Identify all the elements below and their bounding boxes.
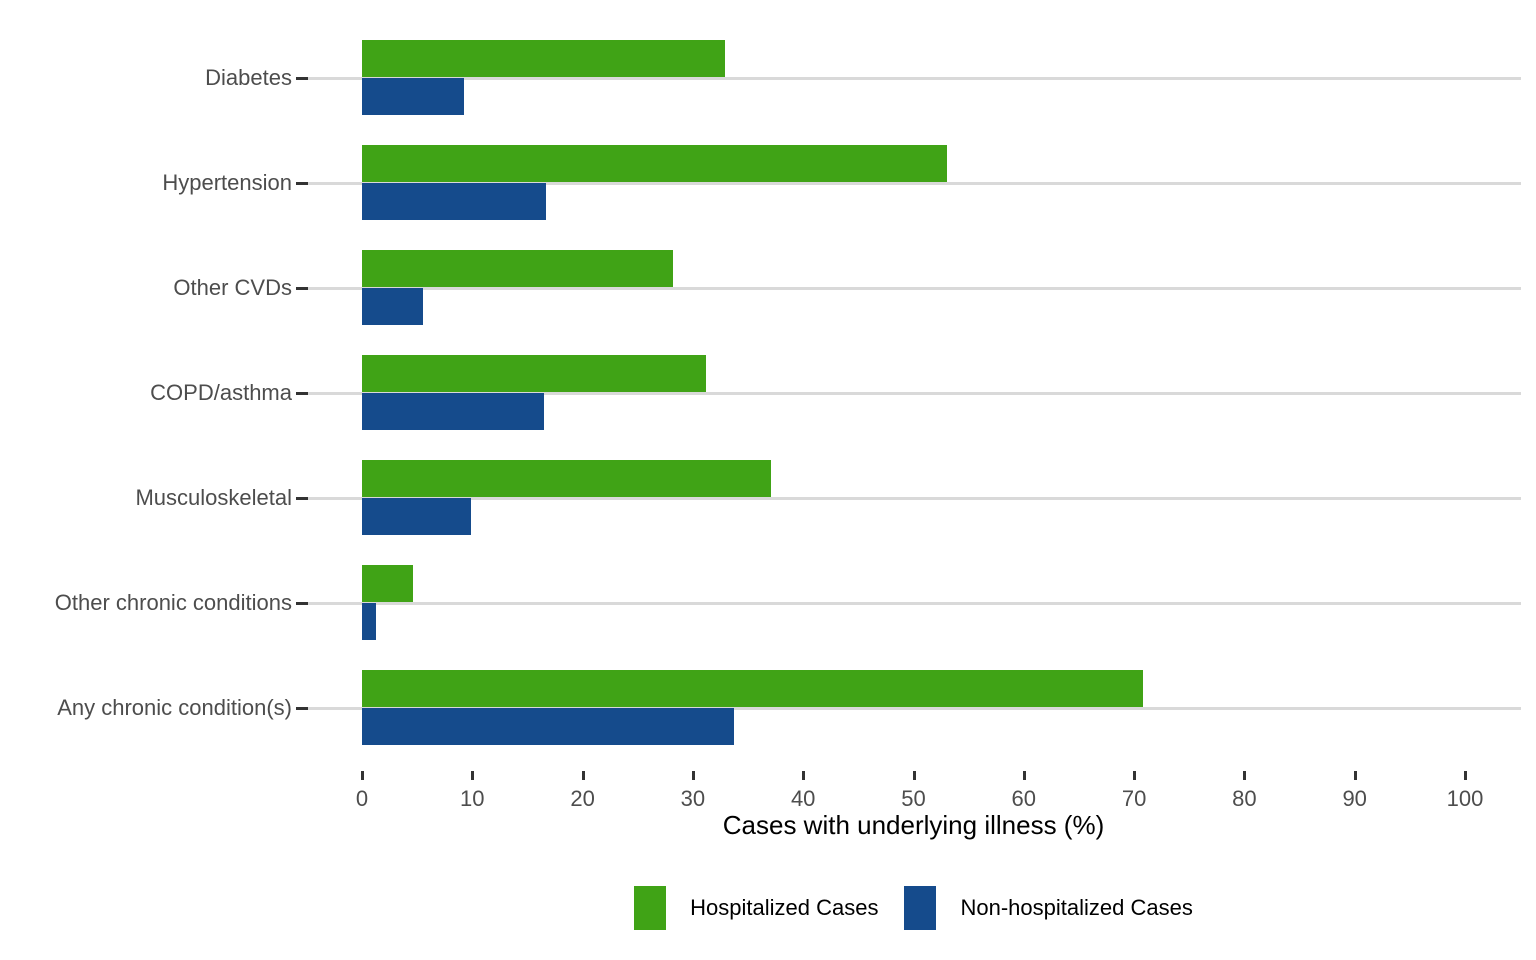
gridline — [307, 392, 1521, 395]
x-axis-title: Cases with underlying illness (%) — [722, 810, 1105, 840]
legend-item-non-hospitalized: Non-hospitalized Cases — [904, 886, 1193, 930]
x-axis-tick-label: 80 — [1232, 786, 1257, 811]
category-label: Other chronic conditions — [54, 590, 292, 615]
x-axis-tick-label: 50 — [901, 786, 926, 811]
x-axis-tick — [581, 771, 585, 780]
bar-non-hospitalized — [362, 603, 377, 640]
bar-non-hospitalized — [362, 708, 734, 745]
category-label: Musculoskeletal — [135, 485, 292, 510]
bar-hospitalized — [362, 670, 1143, 707]
x-axis-tick-label: 0 — [355, 786, 369, 811]
category-label: Any chronic condition(s) — [57, 695, 292, 720]
legend-item-hospitalized: Hospitalized Cases — [634, 886, 878, 930]
y-axis-tick — [296, 392, 308, 395]
x-axis-tick-label: 60 — [1011, 786, 1037, 811]
legend-label-hospitalized: Hospitalized Cases — [690, 895, 879, 920]
legend: Hospitalized Cases Non-hospitalized Case… — [307, 886, 1520, 930]
bar-hospitalized — [362, 145, 947, 182]
x-axis-tick-label: 10 — [460, 786, 485, 811]
y-axis-tick — [296, 707, 308, 710]
bar-non-hospitalized — [362, 498, 472, 535]
category-label: Other CVDs — [173, 275, 292, 300]
bar-non-hospitalized — [362, 393, 544, 430]
gridline — [307, 497, 1521, 500]
bar-hospitalized — [362, 40, 725, 77]
x-axis-tick — [1464, 771, 1467, 780]
y-axis-tick — [296, 182, 308, 185]
bar-non-hospitalized — [362, 288, 423, 325]
x-axis-tick-label: 90 — [1342, 786, 1367, 811]
x-axis-tick-label: 100 — [1446, 786, 1484, 811]
x-axis-tick — [1243, 771, 1247, 780]
x-axis-tick-label: 20 — [570, 786, 595, 811]
y-axis-tick — [296, 497, 308, 500]
gridline — [307, 602, 1521, 605]
y-axis-tick — [296, 287, 308, 290]
bar-hospitalized — [362, 460, 772, 497]
x-axis-tick — [1353, 771, 1357, 780]
bar-non-hospitalized — [362, 78, 464, 115]
category-label: Diabetes — [205, 65, 292, 90]
gridline — [307, 182, 1521, 185]
x-axis-tick-label: 70 — [1121, 786, 1147, 811]
x-axis-tick — [912, 771, 916, 780]
x-axis-tick — [1022, 771, 1026, 780]
legend-swatch-hospitalized — [634, 886, 667, 930]
legend-label-non-hospitalized: Non-hospitalized Cases — [960, 895, 1193, 920]
x-axis-tick — [1133, 771, 1137, 780]
x-axis-tick-label: 40 — [790, 786, 816, 811]
bar-hospitalized — [362, 355, 707, 392]
bar-hospitalized — [362, 565, 413, 602]
gridline — [307, 287, 1521, 290]
x-axis-tick — [691, 771, 695, 780]
gridline — [307, 707, 1521, 710]
y-axis-tick — [296, 77, 308, 80]
bar-hospitalized — [362, 250, 673, 287]
gridline — [307, 77, 1521, 80]
legend-swatch-non-hospitalized — [904, 886, 937, 930]
bar-non-hospitalized — [362, 183, 547, 220]
x-axis-tick — [471, 771, 475, 780]
category-label: COPD/asthma — [150, 380, 292, 405]
x-axis-tick-label: 30 — [680, 786, 706, 811]
category-label: Hypertension — [162, 170, 292, 195]
y-axis-tick — [296, 602, 308, 605]
x-axis-tick — [802, 771, 806, 780]
x-axis-tick — [361, 771, 364, 780]
